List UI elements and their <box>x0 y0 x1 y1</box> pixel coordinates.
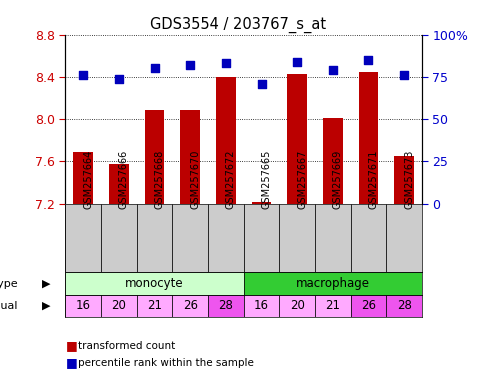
Point <box>293 58 301 65</box>
Text: ■: ■ <box>65 339 77 352</box>
Bar <box>172 295 208 317</box>
Text: 26: 26 <box>360 299 375 312</box>
Bar <box>74 152 93 204</box>
Bar <box>208 295 243 317</box>
Text: percentile rank within the sample: percentile rank within the sample <box>77 358 253 368</box>
Bar <box>251 202 271 204</box>
Bar <box>385 204 421 272</box>
Text: ▶: ▶ <box>42 278 50 288</box>
Bar <box>279 204 314 272</box>
Point <box>328 67 336 73</box>
Text: 20: 20 <box>111 299 126 312</box>
Bar <box>243 204 279 272</box>
Text: 16: 16 <box>76 299 91 312</box>
Point <box>115 76 122 82</box>
Text: 16: 16 <box>254 299 269 312</box>
Text: GSM257671: GSM257671 <box>368 150 378 209</box>
Text: macrophage: macrophage <box>295 277 369 290</box>
Bar <box>101 295 136 317</box>
Point <box>151 65 158 71</box>
Bar <box>322 118 342 204</box>
Text: GSM257664: GSM257664 <box>83 150 93 209</box>
Bar <box>216 77 235 204</box>
Bar <box>279 295 314 317</box>
Bar <box>243 295 279 317</box>
Bar <box>145 109 164 204</box>
Text: GSM257666: GSM257666 <box>119 150 129 209</box>
Bar <box>385 295 421 317</box>
Bar <box>136 204 172 272</box>
Text: ▶: ▶ <box>42 301 50 311</box>
Point <box>186 62 194 68</box>
Text: GSM257668: GSM257668 <box>154 150 164 209</box>
Point <box>399 72 407 78</box>
Text: 21: 21 <box>325 299 340 312</box>
Point <box>257 81 265 87</box>
Text: GSM257673: GSM257673 <box>403 150 413 209</box>
Text: cell type: cell type <box>0 278 17 288</box>
Text: transformed count: transformed count <box>77 341 175 351</box>
Text: 28: 28 <box>218 299 233 312</box>
Bar <box>314 295 350 317</box>
Bar <box>172 204 208 272</box>
Bar <box>314 204 350 272</box>
Bar <box>180 109 199 204</box>
Text: GSM257667: GSM257667 <box>297 150 306 209</box>
Bar <box>287 74 306 204</box>
Point <box>364 57 372 63</box>
Bar <box>65 295 101 317</box>
Text: 21: 21 <box>147 299 162 312</box>
Text: 26: 26 <box>182 299 197 312</box>
Bar <box>358 71 378 204</box>
Text: GSM257669: GSM257669 <box>332 150 342 209</box>
Bar <box>136 295 172 317</box>
Bar <box>350 204 385 272</box>
Text: GSM257672: GSM257672 <box>226 150 235 209</box>
Bar <box>393 156 413 204</box>
Bar <box>65 204 101 272</box>
Bar <box>65 272 243 295</box>
Text: 20: 20 <box>289 299 304 312</box>
Bar <box>243 272 421 295</box>
Text: monocyte: monocyte <box>125 277 183 290</box>
Text: individual: individual <box>0 301 17 311</box>
Text: GSM257665: GSM257665 <box>261 150 271 209</box>
Point <box>222 60 229 66</box>
Text: GDS3554 / 203767_s_at: GDS3554 / 203767_s_at <box>149 17 325 33</box>
Text: GSM257670: GSM257670 <box>190 150 200 209</box>
Text: ■: ■ <box>65 356 77 369</box>
Bar <box>101 204 136 272</box>
Text: 28: 28 <box>396 299 411 312</box>
Bar <box>109 164 128 204</box>
Bar <box>208 204 243 272</box>
Bar <box>350 295 385 317</box>
Point <box>79 72 87 78</box>
